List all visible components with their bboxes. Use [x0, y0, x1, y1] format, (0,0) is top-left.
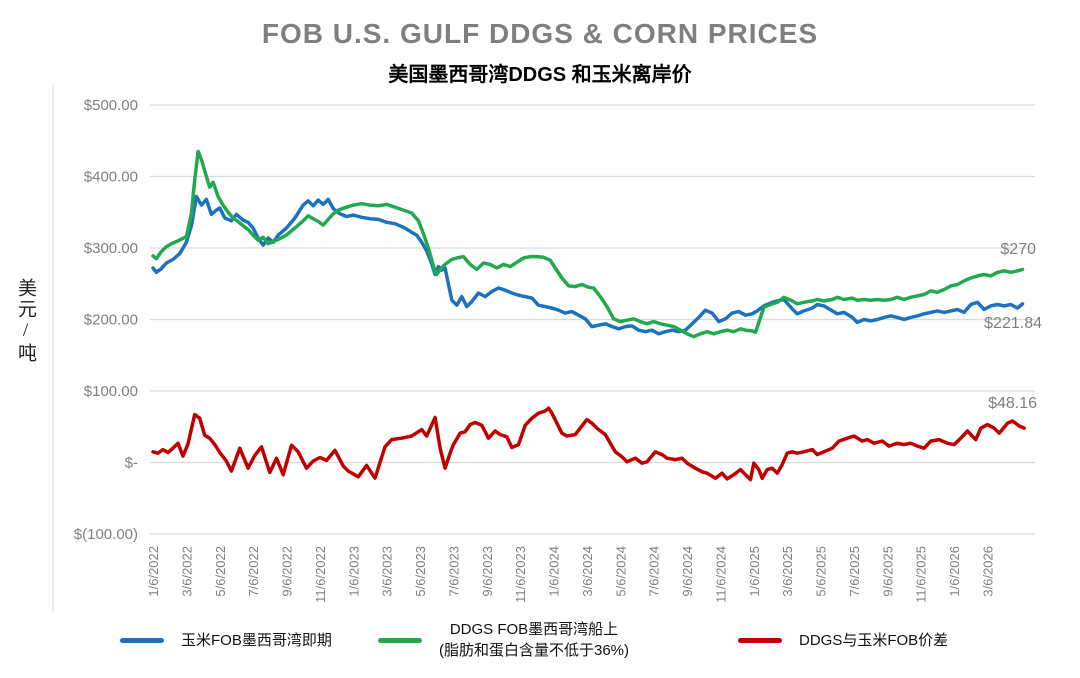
legend-item-spread: DDGS与玉米FOB价差: [738, 614, 948, 666]
x-tick-label-11: 11/6/2023: [513, 546, 528, 603]
x-tick-label-19: 3/6/2025: [780, 546, 795, 597]
legend-label-spread: DDGS与玉米FOB价差: [799, 631, 949, 649]
x-tick-label-14: 5/6/2024: [613, 546, 628, 597]
x-tick-label-15: 7/6/2024: [647, 546, 662, 597]
y-tick-label-5: $-: [125, 455, 138, 472]
series-line-spread: [151, 406, 1026, 482]
legend-item-corn: 玉米FOB墨西哥湾即期: [120, 614, 332, 666]
y-axis-title: 美元/吨: [15, 278, 36, 364]
y-tick-label-1: $400.00: [84, 169, 138, 186]
x-tick-label-2: 5/6/2022: [213, 546, 228, 597]
page-title: FOB U.S. GULF DDGS & CORN PRICES: [261, 18, 819, 49]
series-line-corn: [151, 194, 1025, 336]
x-tick-label-18: 1/6/2025: [747, 546, 762, 597]
x-tick-label-22: 9/6/2025: [880, 546, 895, 597]
x-tick-label-17: 11/6/2024: [713, 546, 728, 603]
y-tick-label-2: $300.00: [84, 240, 138, 257]
legend: 玉米FOB墨西哥湾即期 DDGS FOB墨西哥湾船上 (脂肪和蛋白含量不低于36…: [0, 614, 1080, 670]
x-tick-label-7: 3/6/2023: [380, 546, 395, 597]
end-label-spread: $48.16: [988, 395, 1037, 412]
x-tick-label-21: 7/6/2025: [847, 546, 862, 597]
x-tick-label-9: 7/6/2023: [446, 546, 461, 597]
y-tick-label-3: $200.00: [84, 312, 138, 329]
legend-label-ddgs-line2: (脂肪和蛋白含量不低于36%): [439, 642, 630, 659]
series-line-ddgs: [151, 149, 1025, 339]
x-tick-label-4: 9/6/2022: [280, 546, 295, 597]
ddgs-line-marker-icon: [378, 637, 422, 643]
x-tick-label-13: 3/6/2024: [580, 546, 595, 597]
end-label-ddgs: $270: [1000, 241, 1036, 258]
x-tick-label-8: 5/6/2023: [413, 546, 428, 597]
legend-label-corn: 玉米FOB墨西哥湾即期: [181, 631, 332, 649]
x-tick-label-23: 11/6/2025: [914, 546, 929, 603]
x-tick-label-25: 3/6/2026: [981, 546, 996, 597]
x-tick-label-5: 11/6/2022: [313, 546, 328, 603]
y-tick-label-4: $100.00: [84, 383, 138, 400]
y-tick-label-6: $(100.00): [74, 526, 138, 543]
legend-label-ddgs: DDGS FOB墨西哥湾船上 (脂肪和蛋白含量不低于36%): [439, 619, 629, 661]
x-tick-label-6: 1/6/2023: [346, 546, 361, 597]
legend-item-ddgs: DDGS FOB墨西哥湾船上 (脂肪和蛋白含量不低于36%): [378, 614, 629, 666]
x-tick-label-16: 9/6/2024: [680, 546, 695, 597]
spread-line-marker-icon: [738, 637, 782, 643]
page-subtitle: 美国墨西哥湾DDGS 和玉米离岸价: [388, 64, 692, 86]
corn-line-marker-icon: [120, 637, 164, 643]
end-label-corn: $221.84: [984, 315, 1042, 332]
x-tick-label-3: 7/6/2022: [246, 546, 261, 597]
y-tick-label-0: $500.00: [84, 97, 138, 114]
x-tick-label-20: 5/6/2025: [814, 546, 829, 597]
x-tick-label-10: 9/6/2023: [480, 546, 495, 597]
x-tick-label-1: 3/6/2022: [179, 546, 194, 597]
x-tick-label-24: 1/6/2026: [947, 546, 962, 597]
legend-label-ddgs-line1: DDGS FOB墨西哥湾船上: [449, 621, 619, 638]
x-tick-label-0: 1/6/2022: [146, 546, 161, 597]
x-tick-label-12: 1/6/2024: [547, 546, 562, 597]
